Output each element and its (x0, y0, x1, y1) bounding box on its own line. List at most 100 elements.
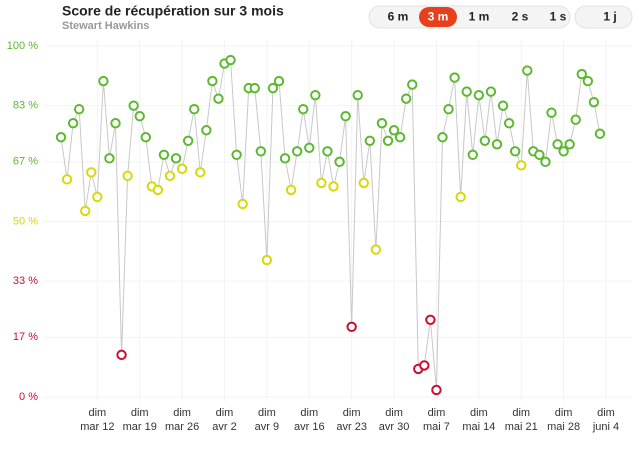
data-point (207, 75, 218, 87)
x-tick-label: mar 12 (80, 421, 114, 433)
data-point (570, 114, 581, 125)
data-point (503, 118, 515, 129)
x-tick-label: dim (597, 407, 615, 419)
range-button-label: 2 s (512, 10, 529, 24)
x-tick-label: mai 28 (547, 421, 580, 433)
x-tick-label: mai 14 (462, 421, 495, 433)
x-tick-label: avr 30 (379, 421, 410, 433)
range-button-label: 1 s (550, 10, 567, 24)
range-button-label: 3 m (428, 10, 449, 24)
data-point (364, 135, 376, 146)
data-point (279, 153, 291, 164)
data-point (92, 191, 103, 203)
data-point (358, 177, 369, 189)
range-button[interactable]: 1 s (550, 10, 567, 24)
data-point (316, 177, 327, 189)
y-tick-label: 100 % (7, 40, 38, 52)
data-point (322, 146, 333, 157)
data-point (334, 156, 345, 168)
data-point (201, 125, 212, 136)
data-point (170, 153, 182, 164)
data-point (273, 75, 285, 87)
data-point (437, 132, 448, 143)
data-point (55, 132, 67, 143)
data-point (261, 254, 273, 266)
x-tick-label: dim (343, 407, 361, 419)
data-point (485, 86, 497, 97)
x-tick-label: dim (131, 407, 149, 419)
range-button[interactable]: 1 m (469, 10, 490, 24)
data-point (291, 146, 303, 157)
x-tick-label: dim (512, 407, 530, 419)
data-point (225, 54, 236, 66)
range-button[interactable]: 1 j (603, 10, 616, 24)
data-point (304, 142, 315, 153)
data-point (176, 163, 188, 175)
data-point (376, 118, 388, 129)
data-point (237, 198, 248, 210)
data-point (594, 128, 606, 139)
x-tick-label: dim (428, 407, 446, 419)
x-tick-label: avr 9 (255, 421, 279, 433)
data-point (255, 146, 267, 157)
data-point (195, 167, 206, 178)
data-point (467, 149, 478, 161)
y-tick-label: 0 % (19, 391, 38, 403)
data-point (116, 349, 127, 361)
range-button[interactable]: 2 s (512, 10, 529, 24)
range-button[interactable]: 6 m (388, 10, 409, 24)
data-point (352, 89, 363, 101)
range-button[interactable]: 3 m (419, 7, 457, 27)
x-tick-label: dim (173, 407, 191, 419)
data-point (582, 75, 594, 87)
data-point (122, 170, 133, 182)
data-point (189, 103, 200, 115)
x-tick-label: dim (88, 407, 106, 419)
data-point (509, 146, 521, 157)
x-tick-label: dim (300, 407, 318, 419)
data-point (540, 156, 551, 168)
x-tick-label: dim (385, 407, 403, 419)
series-line (60, 59, 601, 391)
data-point (61, 174, 73, 185)
range-button-label: 1 j (603, 10, 616, 24)
x-tick-label: mai 21 (505, 421, 538, 433)
data-point (479, 135, 491, 146)
data-point (419, 360, 430, 371)
x-tick-label: mar 26 (165, 421, 199, 433)
y-tick-label: 17 % (13, 331, 38, 343)
x-tick-label: avr 23 (336, 421, 367, 433)
data-point (431, 384, 442, 396)
data-point (449, 72, 460, 83)
data-point (564, 139, 575, 150)
data-point (110, 118, 121, 129)
data-point (140, 132, 151, 143)
data-point (394, 132, 406, 143)
y-tick-label: 67 % (13, 156, 38, 168)
data-point (473, 89, 485, 101)
data-point (213, 93, 224, 104)
data-point (340, 111, 351, 122)
data-point (310, 89, 321, 101)
data-point (425, 314, 436, 325)
x-tick-label: dim (555, 407, 573, 419)
data-point (461, 86, 472, 97)
y-tick-label: 50 % (13, 215, 38, 227)
x-tick-label: avr 2 (212, 421, 236, 433)
data-point (249, 82, 260, 94)
x-tick-label: dim (470, 407, 488, 419)
data-point (546, 107, 557, 118)
chart-title: Score de récupération sur 3 mois (62, 3, 284, 19)
range-group-extra (574, 5, 633, 29)
data-point (128, 100, 139, 111)
data-point (134, 111, 145, 122)
data-point (86, 167, 97, 178)
data-point (443, 103, 454, 115)
range-group (368, 5, 571, 29)
data-point (558, 146, 569, 157)
data-point (98, 75, 109, 87)
x-tick-label: avr 16 (294, 421, 325, 433)
data-point (552, 139, 563, 150)
data-point (516, 160, 527, 171)
